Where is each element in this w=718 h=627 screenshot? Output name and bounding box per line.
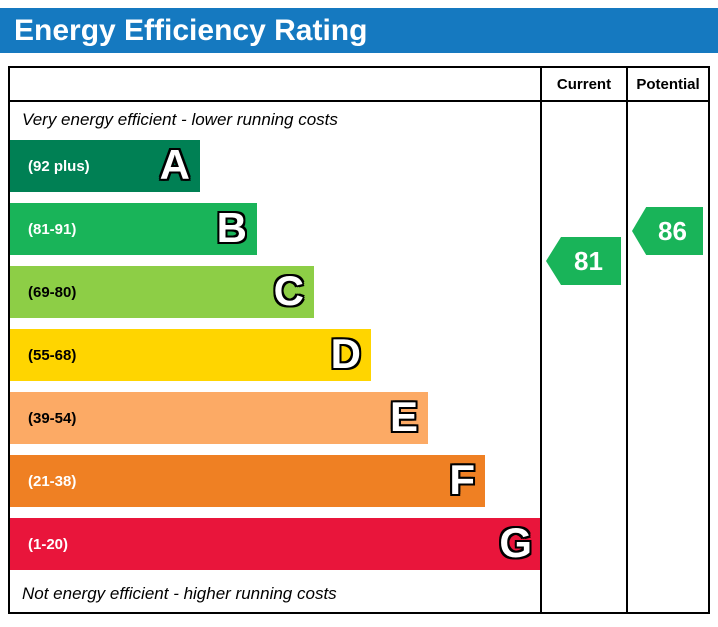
band-range-label: (39-54) xyxy=(28,409,77,427)
bottom-note: Not energy efficient - higher running co… xyxy=(22,584,337,603)
band-c: (69-80) C xyxy=(10,266,314,318)
band-letter: F xyxy=(449,456,475,504)
band-range-label: (92 plus) xyxy=(28,157,90,175)
band-letter: G xyxy=(499,519,532,567)
main-column-header xyxy=(10,68,540,102)
current-column: 81 xyxy=(540,102,626,612)
band-letter: C xyxy=(273,267,304,315)
band-a: (92 plus) A xyxy=(10,140,200,192)
band-range-label: (81-91) xyxy=(28,220,77,238)
chart-title: Energy Efficiency Rating xyxy=(14,13,368,47)
rating-bands: (92 plus) A (81-91) B (69-80) C (55-68) … xyxy=(10,140,540,581)
potential-rating-value: 86 xyxy=(658,215,687,246)
potential-column-header: Potential xyxy=(626,68,708,102)
top-note: Very energy efficient - lower running co… xyxy=(22,110,338,129)
band-d: (55-68) D xyxy=(10,329,371,381)
band-letter: A xyxy=(159,141,190,189)
band-e: (39-54) E xyxy=(10,392,428,444)
band-range-label: (55-68) xyxy=(28,346,77,364)
band-letter: D xyxy=(330,330,361,378)
current-column-header: Current xyxy=(540,68,626,102)
current-rating-arrow: 81 xyxy=(546,237,621,285)
band-f: (21-38) F xyxy=(10,455,485,507)
energy-rating-table: Current Potential Very energy efficient … xyxy=(8,66,710,614)
potential-rating-arrow: 86 xyxy=(632,207,703,255)
potential-column: 86 xyxy=(626,102,708,612)
band-range-label: (1-20) xyxy=(28,535,69,553)
band-letter: B xyxy=(216,204,247,252)
chart-title-bar: Energy Efficiency Rating xyxy=(0,8,718,53)
band-b: (81-91) B xyxy=(10,203,257,255)
band-letter: E xyxy=(389,393,418,441)
current-rating-value: 81 xyxy=(574,245,603,276)
band-range-label: (69-80) xyxy=(28,283,77,301)
rating-scale-area: Very energy efficient - lower running co… xyxy=(10,102,540,612)
band-range-label: (21-38) xyxy=(28,472,77,490)
band-g: (1-20) G xyxy=(10,518,540,570)
